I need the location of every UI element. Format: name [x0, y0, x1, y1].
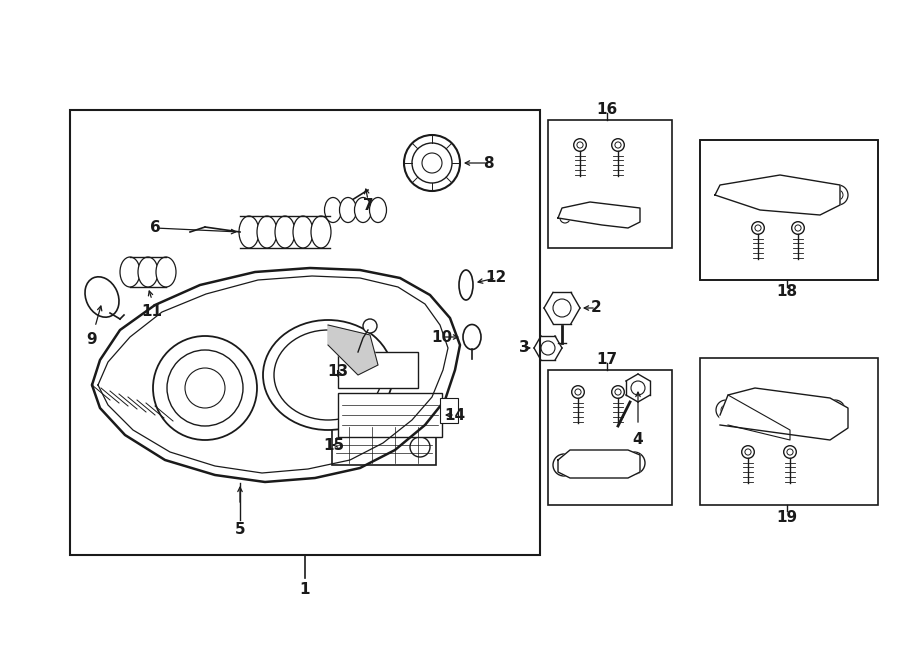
Text: 12: 12: [485, 270, 507, 286]
Text: 6: 6: [149, 221, 160, 235]
Text: 11: 11: [141, 305, 163, 319]
Text: 9: 9: [86, 332, 97, 348]
Bar: [332, 425, 436, 465]
Bar: [548, 370, 672, 505]
Polygon shape: [715, 175, 840, 215]
Text: 16: 16: [597, 102, 617, 118]
Text: 7: 7: [363, 198, 374, 212]
Polygon shape: [558, 202, 640, 228]
Ellipse shape: [459, 270, 473, 300]
Bar: [548, 120, 672, 248]
Ellipse shape: [325, 198, 341, 223]
Bar: [700, 358, 878, 505]
Ellipse shape: [138, 257, 158, 287]
Ellipse shape: [463, 325, 481, 350]
Text: 18: 18: [777, 284, 797, 299]
Ellipse shape: [263, 320, 393, 430]
Ellipse shape: [120, 257, 140, 287]
Bar: [338, 393, 442, 437]
Ellipse shape: [355, 198, 372, 223]
Polygon shape: [92, 268, 460, 482]
Circle shape: [404, 135, 460, 191]
Bar: [700, 140, 878, 280]
Bar: [440, 398, 458, 423]
Ellipse shape: [275, 216, 295, 248]
Ellipse shape: [156, 257, 176, 287]
Text: 15: 15: [323, 438, 345, 453]
Bar: [70, 110, 540, 555]
Text: 8: 8: [482, 155, 493, 171]
Text: 5: 5: [235, 522, 246, 537]
Text: 1: 1: [300, 582, 310, 598]
Text: 2: 2: [590, 301, 601, 315]
Text: 14: 14: [445, 407, 465, 422]
Ellipse shape: [239, 216, 259, 248]
Polygon shape: [720, 388, 848, 440]
Text: 13: 13: [328, 364, 348, 379]
Ellipse shape: [339, 198, 356, 223]
Bar: [338, 352, 418, 388]
Polygon shape: [558, 450, 640, 478]
Ellipse shape: [85, 277, 119, 317]
Text: 19: 19: [777, 510, 797, 525]
Text: 4: 4: [633, 432, 643, 447]
Circle shape: [363, 319, 377, 333]
Ellipse shape: [370, 198, 386, 223]
Ellipse shape: [293, 216, 313, 248]
Circle shape: [153, 336, 257, 440]
Ellipse shape: [311, 216, 331, 248]
Text: 17: 17: [597, 352, 617, 368]
Text: 10: 10: [431, 329, 453, 344]
Ellipse shape: [257, 216, 277, 248]
Text: 3: 3: [518, 340, 529, 356]
Polygon shape: [328, 325, 378, 375]
